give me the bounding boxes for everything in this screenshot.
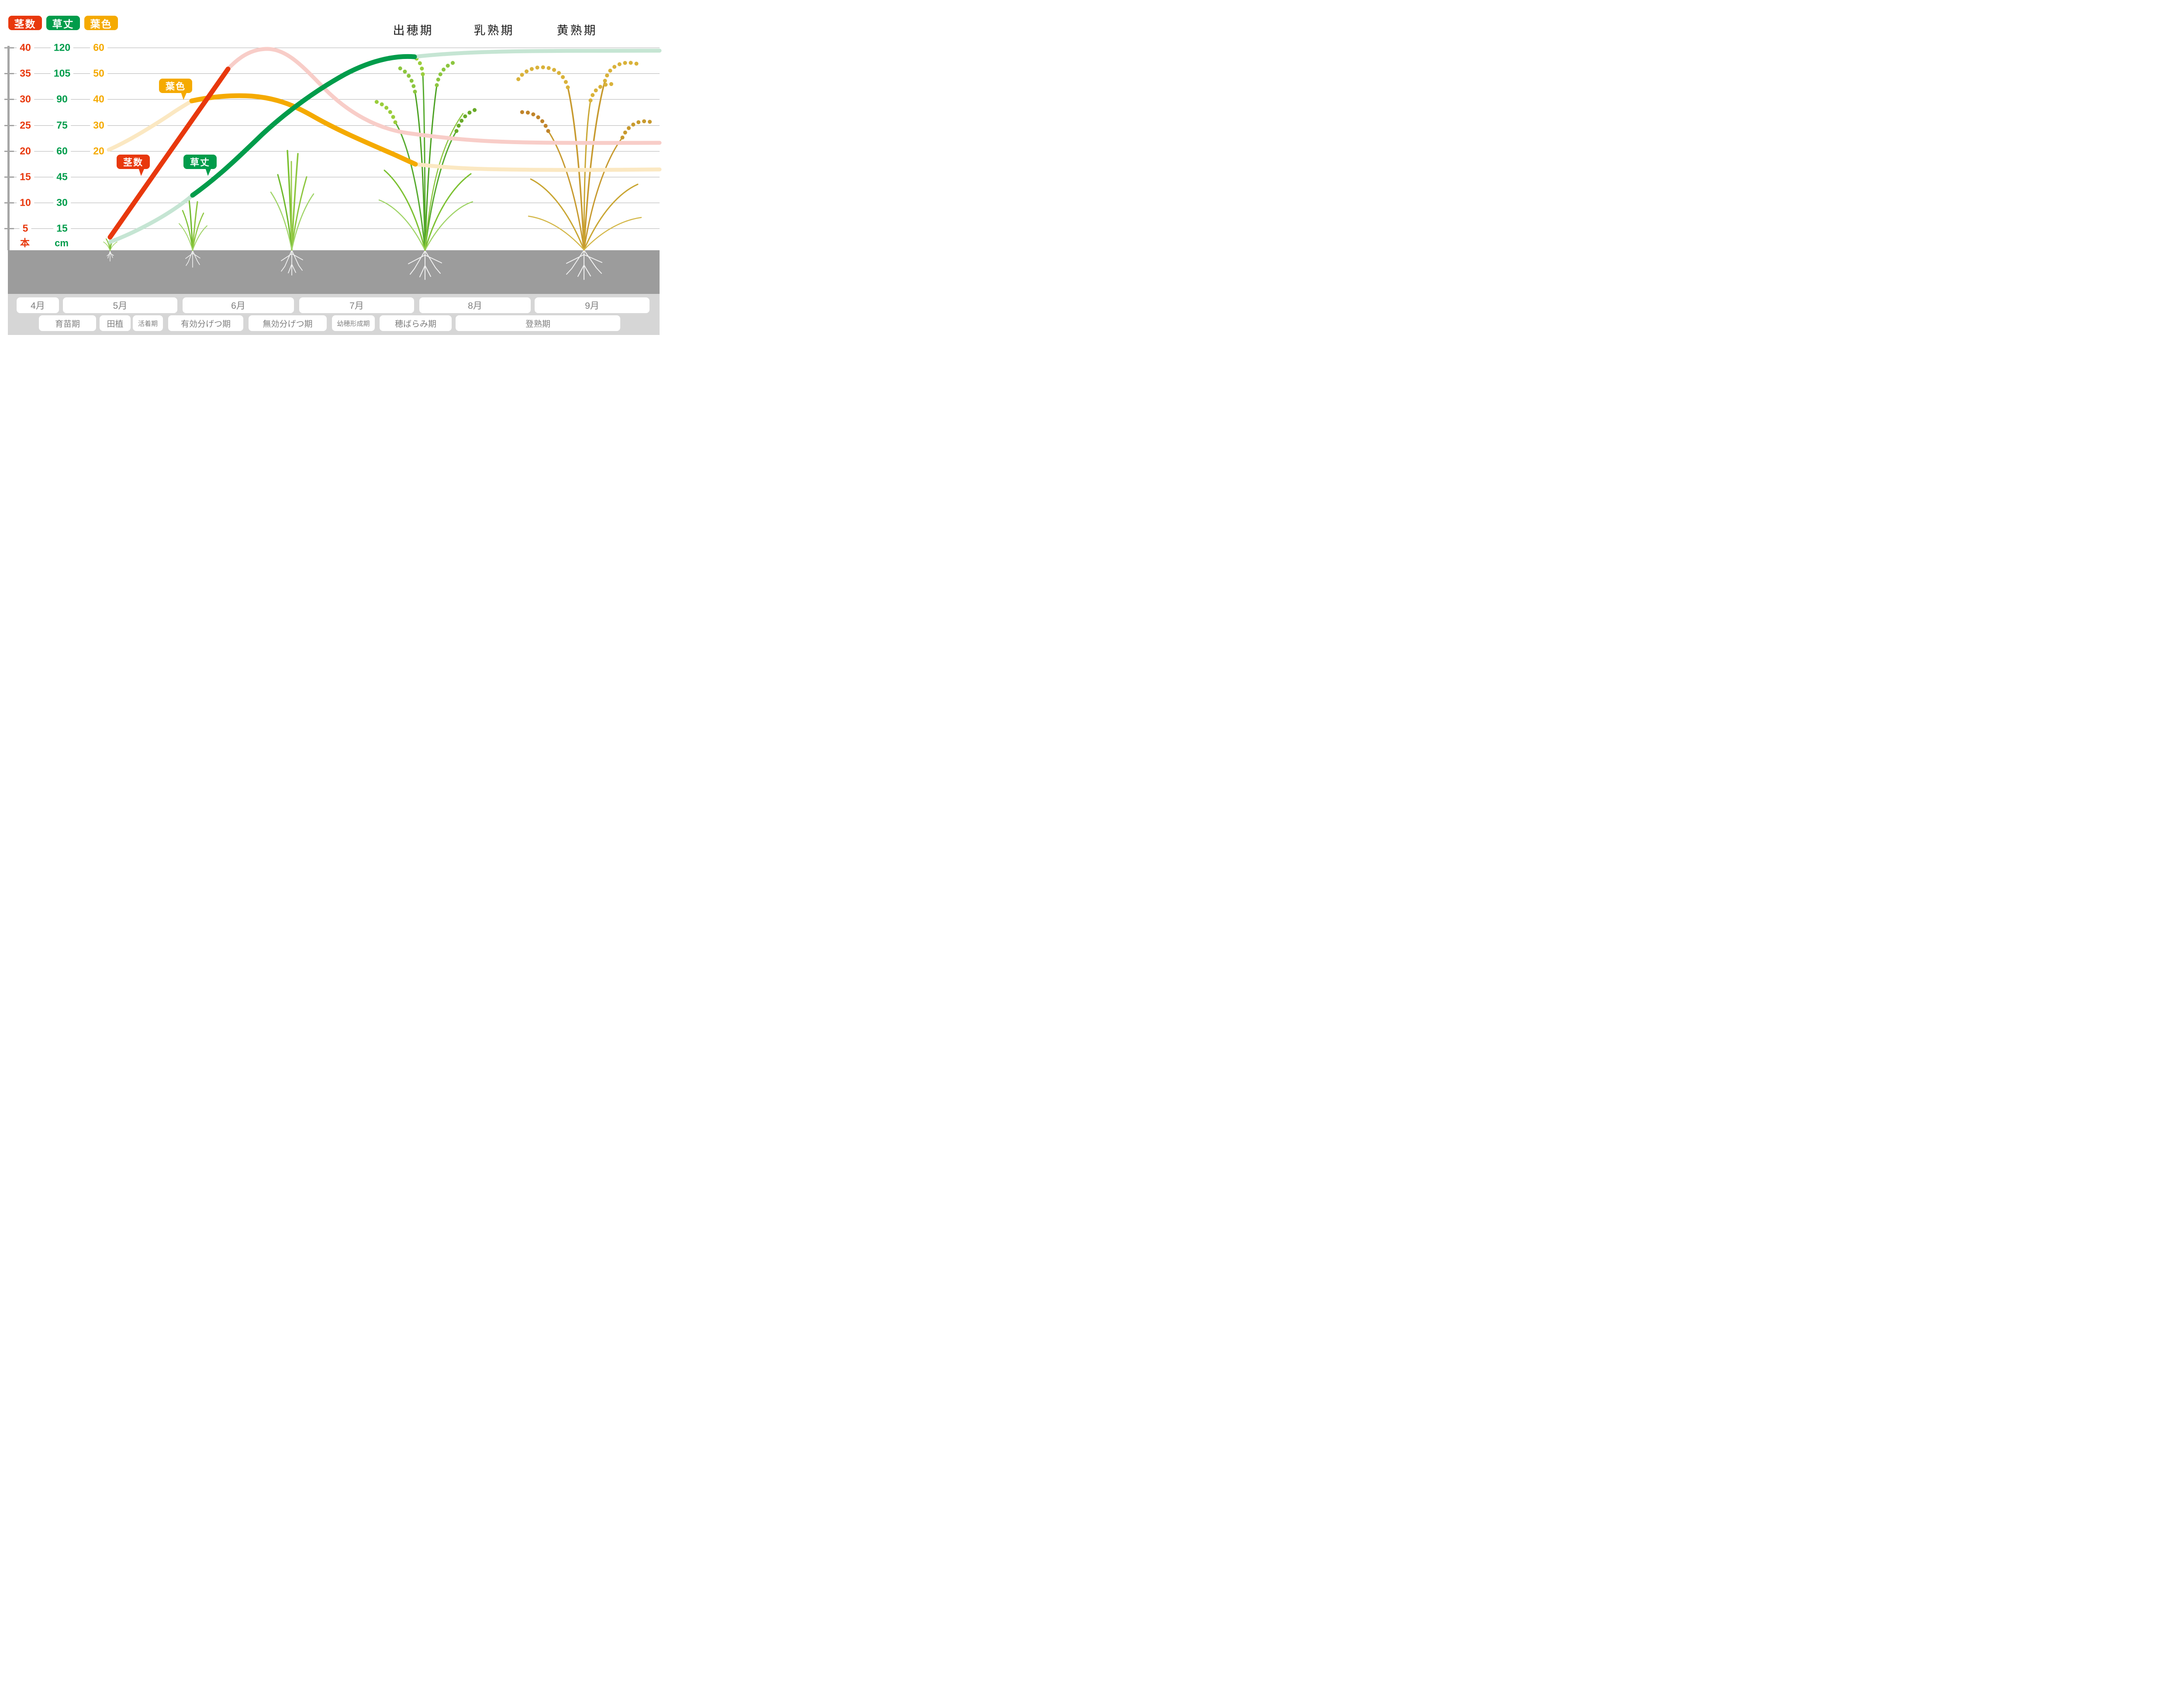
gridline [13, 125, 660, 126]
gridline [13, 99, 660, 100]
axis-tick [4, 47, 14, 48]
yellow-axis-tick-label: 40 [90, 94, 107, 104]
green-axis-tick-label: 15 [53, 223, 71, 234]
green-axis-tick-label: 45 [53, 172, 71, 182]
period-milk-ripe: 乳熟期 [473, 24, 515, 37]
callout-tail [181, 91, 190, 100]
axis-tick [4, 73, 14, 74]
red-axis-tick-label: 10 [17, 197, 34, 208]
red-axis-tick-label: 20 [17, 146, 34, 156]
gridline [13, 151, 660, 152]
stage-ripening: 登熟期 [456, 315, 620, 331]
green-axis-tick-label: 90 [53, 94, 71, 104]
month-april: 4月 [17, 297, 59, 313]
soil-band [8, 250, 660, 294]
axis-tick [4, 125, 14, 126]
stage-panicle-formation: 幼穂形成期 [332, 315, 375, 331]
leaf-color-callout-label: 葉色 [166, 81, 186, 92]
axis-tick [4, 99, 14, 100]
red-axis-unit: 本 [20, 238, 30, 248]
green-axis-tick-label: 75 [53, 120, 71, 131]
gridline [13, 228, 660, 229]
stage-nursery: 育苗期 [39, 315, 96, 331]
legend-stem-count: 茎数 [8, 16, 42, 30]
yellow-axis-tick-label: 50 [90, 68, 107, 79]
stem-count-callout-label: 茎数 [123, 157, 143, 168]
axis-tick [4, 151, 14, 152]
red-axis-tick-label: 15 [17, 172, 34, 182]
stem-count-callout: 茎数 [117, 155, 150, 176]
curve-plant-height-solid [190, 54, 417, 198]
gridline [13, 73, 660, 74]
month-june: 6月 [183, 297, 294, 313]
yellow-axis-tick-label: 60 [90, 42, 107, 53]
plant-height-callout: 草丈 [183, 155, 217, 176]
month-september: 9月 [535, 297, 650, 313]
stage-transplanting: 田植 [100, 315, 131, 331]
yellow-axis-tick-label: 30 [90, 120, 107, 131]
month-august: 8月 [419, 297, 531, 313]
stage-rooting: 活着期 [133, 315, 163, 331]
y-axis-line [7, 46, 10, 250]
axis-tick [4, 202, 14, 204]
callout-tail [138, 167, 148, 176]
green-axis-tick-label: 120 [50, 42, 74, 53]
red-axis-tick-label: 35 [17, 68, 34, 79]
curve-plant-height-pale-late [412, 48, 662, 59]
curve-leaf-color-solid [189, 93, 418, 167]
axis-tick [4, 228, 14, 229]
stage-effective-tillering: 有効分げつ期 [168, 315, 243, 331]
legend-plant-height: 草丈 [46, 16, 80, 30]
yellow-axis-tick-label: 20 [90, 146, 107, 156]
curve-stem-count-solid [107, 66, 231, 240]
stage-booting: 穂ばらみ期 [380, 315, 452, 331]
green-axis-tick-label: 105 [50, 68, 74, 79]
curve-leaf-color-pale-late [413, 162, 662, 172]
axis-tick [4, 176, 14, 178]
month-may: 5月 [63, 297, 177, 313]
month-july: 7月 [299, 297, 414, 313]
red-axis-tick-label: 40 [17, 42, 34, 53]
stage-ineffective-tillering: 無効分げつ期 [249, 315, 327, 331]
period-yellow-ripe: 黄熟期 [556, 24, 598, 37]
callout-tail [205, 167, 214, 176]
red-axis-tick-label: 25 [17, 120, 34, 131]
red-axis-tick-label: 30 [17, 94, 34, 104]
green-axis-tick-label: 30 [53, 197, 71, 208]
legend-leaf-color: 葉色 [84, 16, 118, 30]
green-axis-unit: cm [55, 238, 69, 248]
plant-height-callout-label: 草丈 [190, 157, 210, 168]
rice-growth-chart: 40 35 30 25 20 15 10 5 本 120 105 90 75 6… [0, 0, 665, 340]
green-axis-tick-label: 60 [53, 146, 71, 156]
red-axis-tick-label: 5 [19, 223, 31, 234]
period-heading: 出穂期 [393, 24, 434, 37]
leaf-color-callout: 葉色 [159, 79, 192, 100]
curve-stem-count-pale [226, 47, 662, 145]
